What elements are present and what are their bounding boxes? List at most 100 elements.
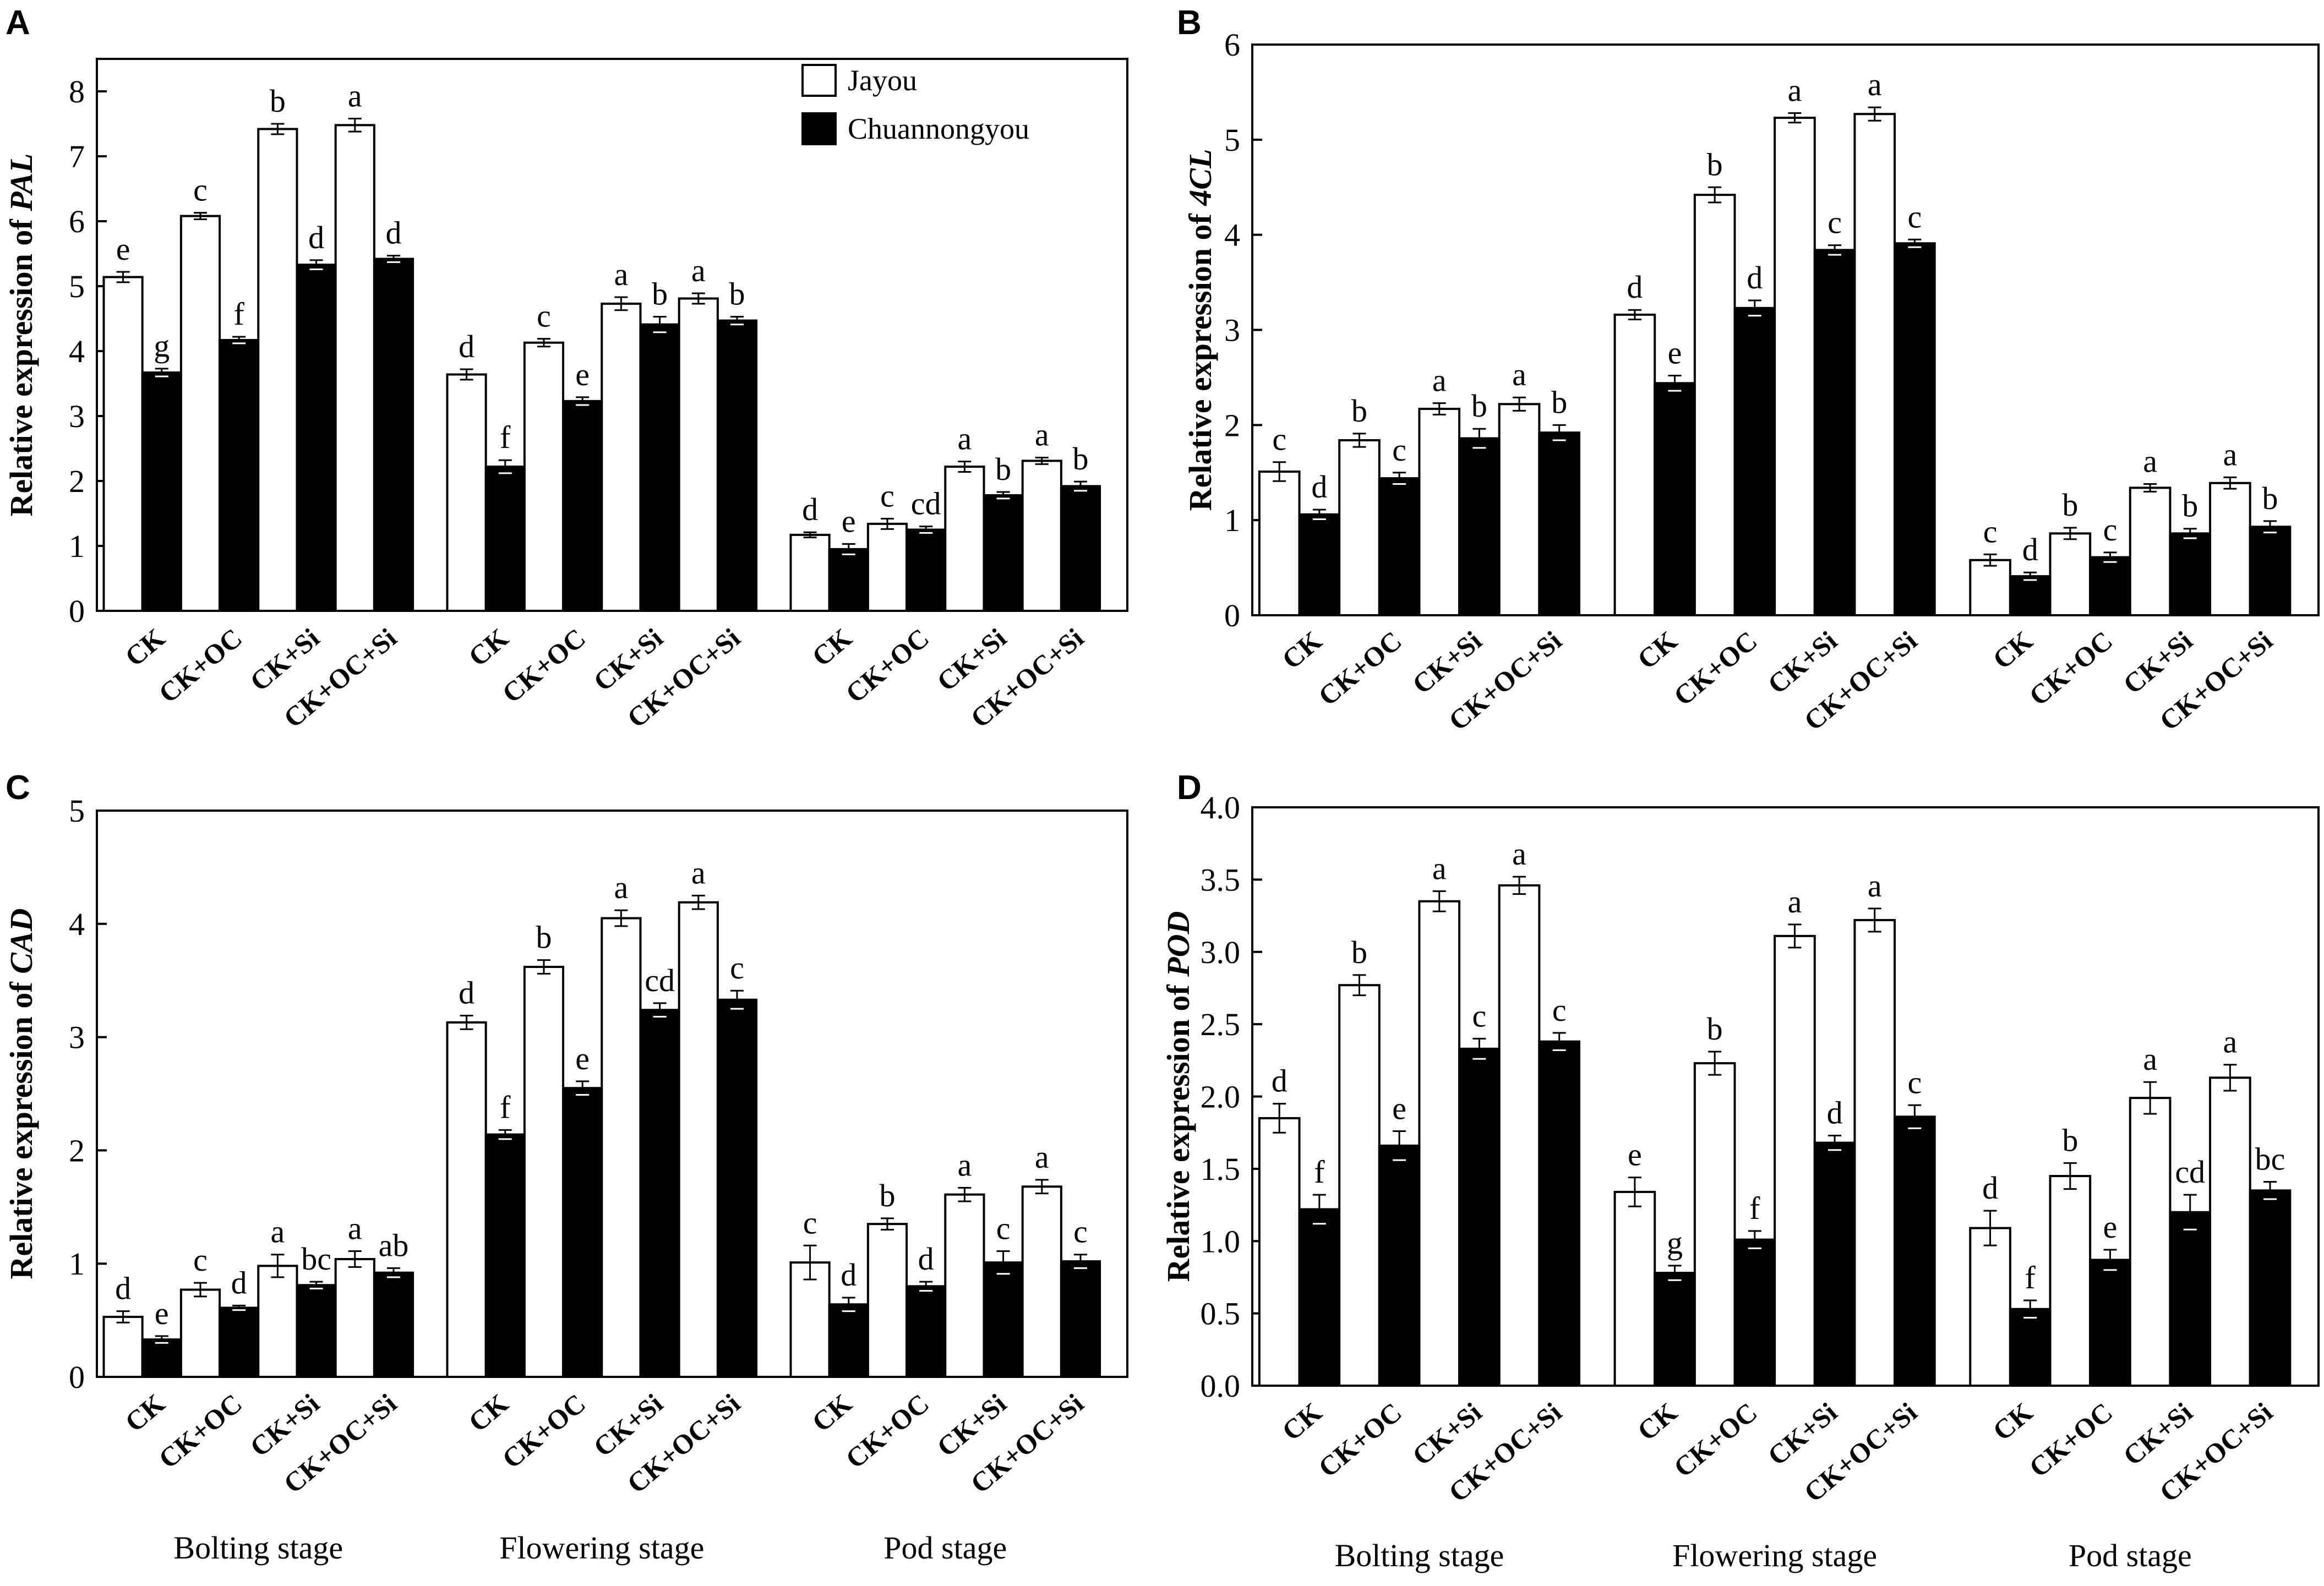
- y-tick-label: 6: [69, 204, 85, 239]
- y-tick-label: 5: [69, 269, 85, 304]
- significance-letter: c: [996, 1211, 1011, 1246]
- bar-chuannongyou: [296, 1284, 337, 1378]
- x-tick-label: CK+OC: [1668, 625, 1763, 712]
- bar-jayou: [446, 373, 487, 612]
- bar-jayou: [1613, 1190, 1656, 1387]
- bar-chuannongyou: [1298, 513, 1341, 617]
- y-tick-label: 0: [69, 593, 85, 629]
- significance-letter: a: [1868, 868, 1882, 904]
- significance-letter: a: [271, 1214, 285, 1250]
- bar-jayou: [1418, 407, 1461, 616]
- bar-chuannongyou: [141, 1338, 182, 1378]
- stage-label: Pod stage: [883, 1530, 1007, 1566]
- bar-chuannongyou: [1894, 1115, 1936, 1387]
- significance-letter: d: [802, 491, 818, 527]
- bar-chuannongyou: [2249, 1189, 2292, 1387]
- bar-chuannongyou: [828, 1303, 869, 1379]
- y-tick-label: 6: [1224, 27, 1240, 63]
- x-tick-label: CK: [119, 1387, 171, 1437]
- bar-jayou: [1338, 439, 1381, 617]
- bar-jayou: [601, 917, 642, 1378]
- bar-chuannongyou: [1060, 1260, 1101, 1378]
- bar-jayou: [1774, 934, 1816, 1387]
- bar-chuannongyou: [1378, 477, 1421, 616]
- bar-jayou: [1258, 1117, 1301, 1387]
- bar-chuannongyou: [1733, 1238, 1776, 1387]
- significance-letter: d: [115, 1271, 131, 1306]
- y-tick-label: 1: [69, 528, 85, 564]
- significance-letter: e: [575, 357, 590, 392]
- bar-chuannongyou: [2249, 526, 2292, 617]
- x-tick-label: CK: [1632, 625, 1683, 675]
- x-tick-label: CK: [1987, 1396, 2039, 1446]
- bar-jayou: [334, 1257, 375, 1379]
- significance-letter: d: [1627, 269, 1643, 305]
- bar-chuannongyou: [828, 548, 869, 612]
- bar-chuannongyou: [716, 998, 758, 1379]
- y-tick-label: 2: [1224, 407, 1240, 443]
- significance-letter: cd: [2175, 1154, 2205, 1190]
- bar-jayou: [1498, 403, 1541, 616]
- bar-jayou: [678, 297, 719, 612]
- significance-letter: c: [1472, 998, 1487, 1033]
- bar-jayou: [1853, 918, 1896, 1387]
- y-axis-label-gene: POD: [1160, 911, 1196, 977]
- y-tick-label: 1.0: [1201, 1223, 1241, 1259]
- legend-swatch-jayou: [801, 64, 837, 97]
- bar-chuannongyou: [639, 1009, 680, 1378]
- bar-chuannongyou: [1298, 1208, 1341, 1387]
- significance-letter: b: [2262, 480, 2278, 516]
- bar-jayou: [102, 1315, 144, 1379]
- significance-letter: c: [1827, 205, 1842, 240]
- x-tick-label: CK+OC: [1668, 1397, 1763, 1484]
- significance-letter: cd: [645, 962, 675, 998]
- bar-chuannongyou: [1378, 1144, 1421, 1387]
- bar-chuannongyou: [2009, 575, 2052, 616]
- significance-letter: a: [1512, 836, 1526, 872]
- bar-chuannongyou: [2169, 1211, 2212, 1387]
- significance-letter: d: [2022, 532, 2038, 567]
- bar-chuannongyou: [716, 319, 758, 612]
- significance-letter: bc: [2255, 1141, 2285, 1177]
- bar-chuannongyou: [562, 1087, 603, 1378]
- y-tick-label: 2: [69, 1133, 85, 1168]
- significance-letter: e: [575, 1041, 590, 1076]
- bar-jayou: [523, 966, 565, 1378]
- significance-letter: a: [2223, 436, 2238, 472]
- significance-letter: a: [1512, 357, 1526, 392]
- y-axis-label-gene: 4CL: [1182, 149, 1218, 206]
- panel-a: A 0 1 2 3 4 5 6 7 8 Relative expression of PAL e g CK…: [3, 4, 1128, 734]
- significance-letter: b: [652, 276, 668, 311]
- significance-letter: e: [1392, 1091, 1406, 1126]
- bar-jayou: [678, 901, 719, 1378]
- bar-jayou: [2129, 486, 2172, 616]
- y-tick-label: 1.5: [1201, 1151, 1241, 1187]
- significance-letter: c: [1272, 422, 1286, 457]
- significance-letter: g: [154, 328, 170, 364]
- bar-jayou: [944, 466, 985, 612]
- y-axis-label-prefix: Relative expression of: [1160, 977, 1196, 1282]
- bar-chuannongyou: [1654, 1272, 1696, 1387]
- bar-jayou: [1613, 313, 1656, 616]
- stage-label: Pod stage: [2069, 1538, 2192, 1573]
- y-tick-label: 0.0: [1201, 1368, 1241, 1404]
- bar-chuannongyou: [1458, 1047, 1501, 1387]
- significance-letter: a: [1432, 850, 1447, 886]
- panel-label: D: [1177, 769, 1202, 807]
- significance-letter: d: [459, 329, 474, 364]
- y-tick-label: 0: [69, 1359, 85, 1395]
- stage-label: Bolting stage: [1335, 1538, 1504, 1573]
- significance-letter: a: [614, 869, 629, 905]
- y-tick-label: 1: [69, 1246, 85, 1282]
- y-tick-label: 2: [69, 463, 85, 499]
- stage-label: Flowering stage: [499, 1530, 704, 1566]
- bar-chuannongyou: [141, 371, 182, 612]
- bar-jayou: [102, 276, 144, 612]
- bar-chuannongyou: [983, 494, 1024, 612]
- significance-letter: b: [2062, 1122, 2078, 1158]
- x-tick-label: CK: [806, 622, 858, 672]
- significance-letter: f: [1314, 1154, 1325, 1190]
- significance-letter: a: [1788, 72, 1802, 108]
